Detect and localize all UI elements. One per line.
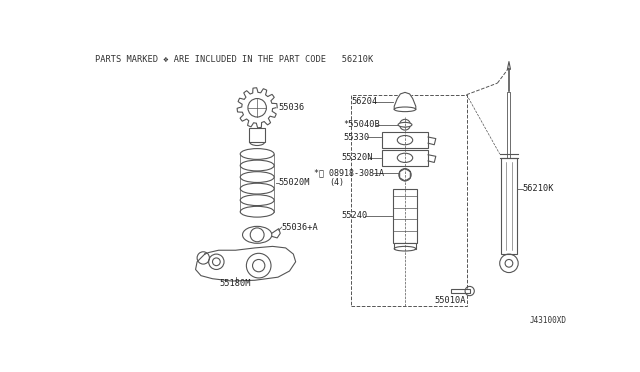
- Text: J43100XD: J43100XD: [530, 316, 566, 325]
- Ellipse shape: [397, 135, 413, 145]
- Ellipse shape: [397, 153, 413, 163]
- Ellipse shape: [240, 160, 274, 171]
- Polygon shape: [508, 92, 511, 158]
- Ellipse shape: [394, 107, 416, 112]
- Text: 56204: 56204: [351, 97, 378, 106]
- Bar: [382, 150, 428, 166]
- Text: (4): (4): [330, 178, 344, 187]
- Ellipse shape: [240, 148, 274, 159]
- Text: PARTS MARKED ❖ ARE INCLUDED IN THE PART CODE   56210K: PARTS MARKED ❖ ARE INCLUDED IN THE PART …: [95, 55, 374, 64]
- Text: *① 08918-3081A: *① 08918-3081A: [314, 169, 384, 178]
- Text: 55240: 55240: [342, 211, 368, 220]
- Polygon shape: [394, 92, 416, 109]
- Bar: [394, 243, 416, 249]
- Bar: [351, 95, 467, 307]
- Ellipse shape: [240, 195, 274, 206]
- Ellipse shape: [240, 206, 274, 217]
- Bar: [393, 189, 417, 243]
- Ellipse shape: [394, 246, 416, 251]
- Bar: [382, 132, 428, 148]
- Text: 55320N: 55320N: [342, 153, 373, 162]
- Bar: [501, 158, 516, 254]
- Text: 55036+A: 55036+A: [282, 222, 319, 232]
- Ellipse shape: [243, 226, 272, 243]
- Ellipse shape: [240, 172, 274, 183]
- Polygon shape: [237, 88, 277, 128]
- Text: 55010A: 55010A: [434, 296, 465, 305]
- Bar: [250, 128, 265, 142]
- Ellipse shape: [398, 122, 412, 127]
- Text: 55036: 55036: [279, 103, 305, 112]
- Bar: [451, 289, 470, 294]
- Text: 55180M: 55180M: [220, 279, 252, 288]
- Text: *55040B: *55040B: [344, 120, 380, 129]
- Polygon shape: [196, 246, 296, 281]
- Ellipse shape: [240, 183, 274, 194]
- Text: 55020M: 55020M: [279, 178, 310, 187]
- Text: 56210K: 56210K: [523, 184, 554, 193]
- Text: 55330: 55330: [344, 132, 370, 141]
